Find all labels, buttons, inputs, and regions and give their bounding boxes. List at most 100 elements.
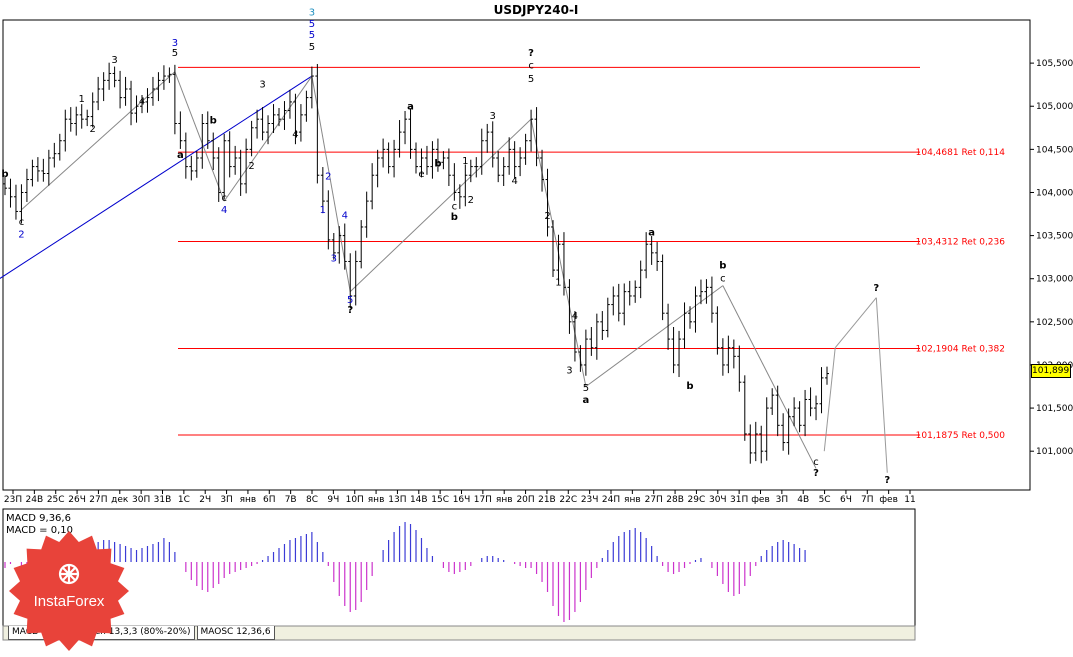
macd-plot-area (2, 508, 916, 627)
ohlc-bar (781, 413, 786, 451)
wave-label: 1 (462, 156, 468, 167)
x-tick-label: 30П (132, 495, 150, 505)
ohlc-bar (649, 236, 654, 265)
ohlc-bar (770, 388, 775, 415)
trendline (174, 71, 225, 202)
level-label: 104,4681 Ret 0,114 (916, 148, 1006, 158)
ohlc-bar (271, 104, 276, 133)
x-tick-label: 9Ч (327, 495, 339, 505)
ohlc-bar (238, 149, 243, 196)
ohlc-bar (759, 425, 764, 464)
ohlc-bar (561, 232, 566, 296)
x-tick-label: 26Ч (68, 495, 86, 505)
ohlc-bar (408, 108, 413, 159)
ohlc-bar (112, 66, 117, 88)
ohlc-bar (260, 107, 265, 141)
ohlc-bar (660, 254, 665, 321)
ohlc-bar (178, 111, 183, 149)
y-tick-label: 102,500 (1036, 318, 1073, 328)
ohlc-bar (189, 155, 194, 181)
ohlc-bar (227, 131, 232, 178)
trendline (21, 71, 176, 211)
ohlc-bar (693, 286, 698, 333)
wave-label: 5 (347, 295, 353, 306)
wave-label: 2 (544, 211, 550, 222)
wave-label: b (1, 169, 8, 180)
ohlc-bar (748, 424, 753, 464)
ohlc-bar (605, 297, 610, 338)
ohlc-bar (375, 149, 380, 188)
ohlc-bar (808, 387, 813, 417)
ohlc-bar (731, 339, 736, 369)
y-tick-label: 105,000 (1036, 102, 1073, 112)
retracement-levels: 104,4681 Ret 0,114 103,4312 Ret 0,236 102,… (178, 66, 1006, 441)
wave-label: c (452, 202, 458, 213)
x-tick-label: янв (240, 495, 257, 505)
wave-label: 3 (172, 38, 178, 49)
ohlc-bar (24, 168, 29, 202)
ohlc-bar (107, 62, 112, 90)
x-tick-label: 13П (388, 495, 406, 505)
y-tick-label: 104,000 (1036, 188, 1073, 198)
ohlc-bar (315, 63, 320, 184)
wave-label: ? (347, 305, 353, 316)
ohlc-bar (167, 67, 172, 83)
ohlc-bar (627, 280, 632, 306)
wave-label: 1 (320, 205, 326, 216)
ohlc-bar (46, 149, 51, 186)
ohlc-bar (255, 109, 260, 139)
ohlc-bar (403, 110, 408, 145)
ohlc-bar (704, 279, 709, 304)
ohlc-bar (419, 148, 424, 178)
x-tick-label: 16Ч (453, 495, 471, 505)
ohlc-bar (545, 168, 550, 237)
ohlc-bar (57, 133, 62, 161)
ohlc-bar (556, 234, 561, 281)
wave-label: b (686, 381, 693, 392)
x-tick-label: 1С (178, 495, 190, 505)
x-tick-label: 22С (559, 495, 577, 505)
ohlc-bar (457, 184, 462, 209)
ohlc-bar (671, 327, 676, 374)
wave-label: 2 (468, 195, 474, 206)
ohlc-bar (13, 184, 18, 220)
trendline (722, 285, 817, 469)
ohlc-bar (85, 109, 90, 127)
x-tick-label: 11 (904, 495, 915, 505)
main-chart-frame (2, 19, 1031, 491)
wave-label: a (648, 228, 655, 239)
ohlc-bar (572, 311, 577, 362)
wave-label: c (221, 193, 227, 204)
ohlc-bar (594, 313, 599, 360)
x-tick-label: 7В (285, 495, 297, 505)
ohlc-bar (435, 138, 440, 172)
ohlc-bar (35, 157, 40, 182)
ohlc-bar (633, 280, 638, 303)
ohlc-bar (715, 306, 720, 355)
x-tick-label: 24В (26, 495, 44, 505)
y-tick-label: 101,500 (1036, 404, 1073, 414)
ohlc-bar (337, 226, 342, 264)
price-bars (3, 62, 829, 464)
ohlc-bar (392, 139, 397, 178)
ohlc-bar (792, 397, 797, 427)
ohlc-bar (277, 107, 281, 127)
ohlc-bar (222, 133, 227, 200)
ohlc-bar (293, 93, 298, 145)
x-tick-label: 7П (861, 495, 874, 505)
ohlc-bar (63, 109, 68, 152)
level-label: 102,1904 Ret 0,382 (916, 345, 1005, 355)
x-tick-label: 24П (602, 495, 620, 505)
ohlc-bar (677, 330, 682, 378)
trendline (585, 285, 724, 387)
ohlc-bar (764, 397, 769, 461)
wave-label: ? (528, 48, 534, 59)
ohlc-bar (200, 114, 205, 169)
ohlc-bar (309, 66, 314, 109)
svg-text:InstaForex: InstaForex (34, 593, 105, 610)
x-tick-label: 10П (346, 495, 364, 505)
ohlc-bar (424, 145, 429, 175)
wave-label: b (434, 159, 441, 170)
tab-maosc[interactable]: MAOSC 12,36,6 (196, 626, 275, 640)
